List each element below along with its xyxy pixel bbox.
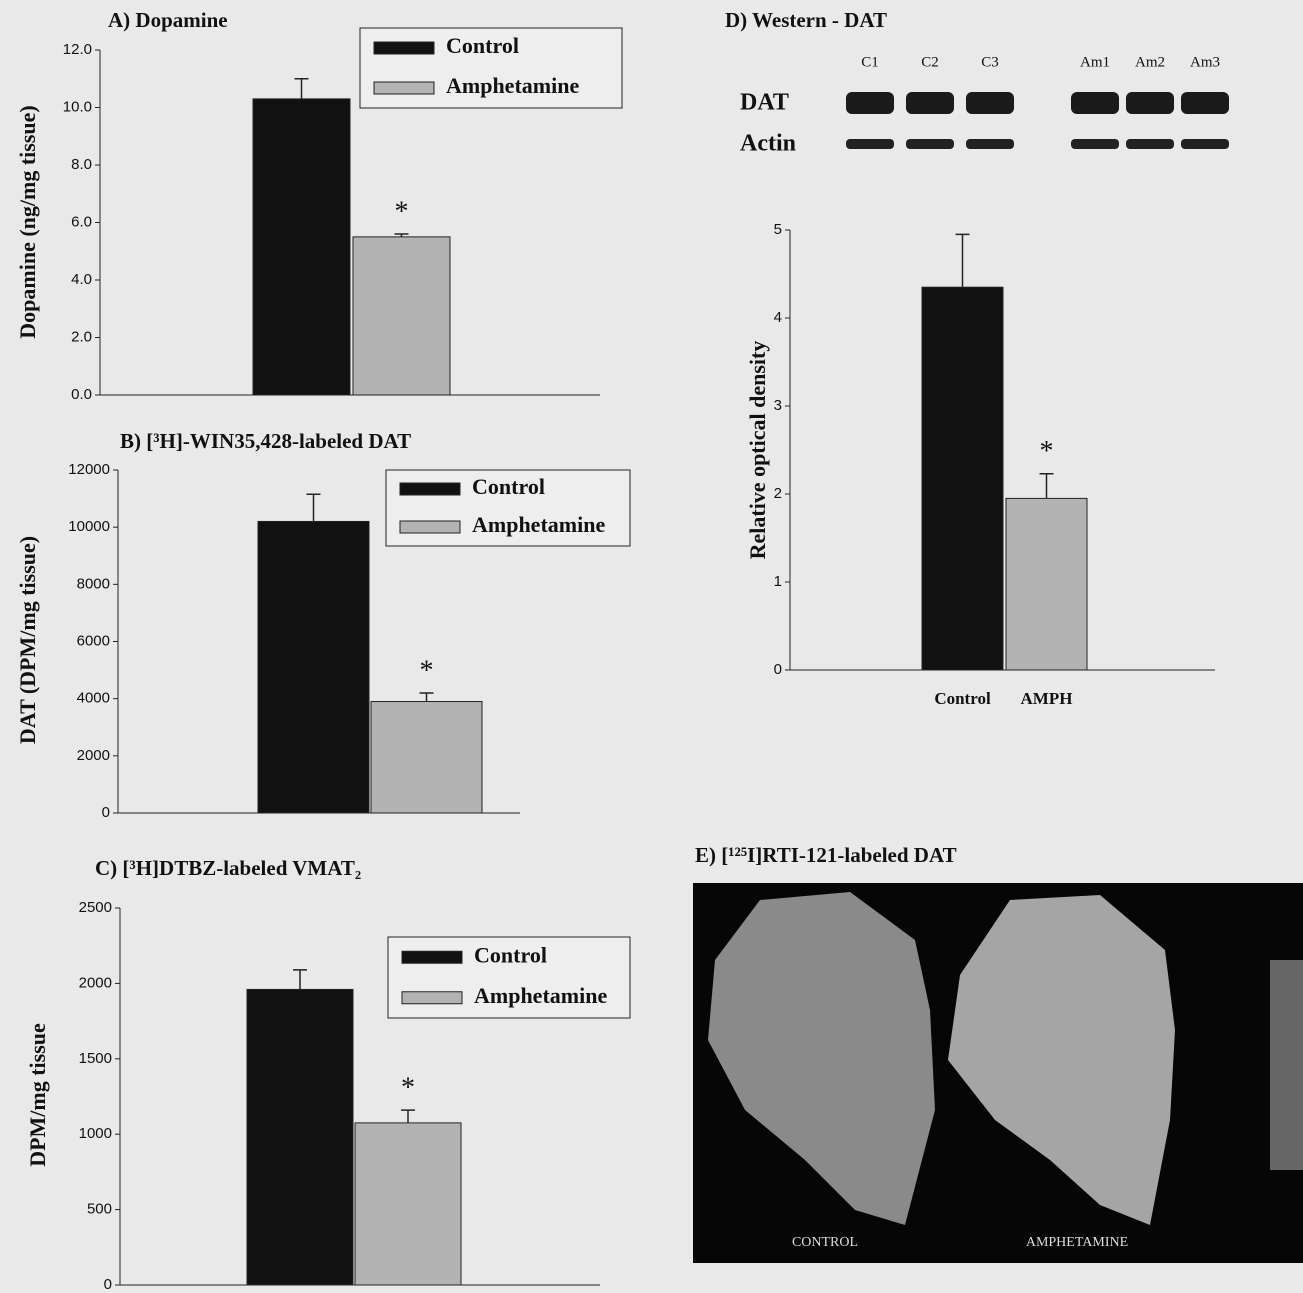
legend-swatch — [374, 42, 434, 54]
band — [906, 92, 954, 114]
image-label: AMPHETAMINE — [1026, 1235, 1128, 1250]
band — [1181, 92, 1229, 114]
y-axis-label: DAT (DPM/mg tissue) — [15, 536, 40, 744]
y-tick-label: 2 — [774, 485, 782, 502]
row-label: DAT — [740, 90, 789, 116]
band — [906, 139, 954, 149]
legend-label: Control — [474, 942, 547, 967]
lane-label: C3 — [981, 54, 999, 70]
band — [1126, 92, 1174, 114]
y-tick-label: 8.0 — [71, 156, 92, 173]
significance-marker: * — [1040, 436, 1054, 467]
error-bar — [293, 970, 307, 990]
y-tick-label: 1000 — [79, 1125, 112, 1142]
lane-label: Am2 — [1135, 54, 1165, 70]
y-tick-label: 2000 — [77, 747, 110, 764]
y-tick-label: 8000 — [77, 575, 110, 592]
y-tick-label: 0.0 — [71, 386, 92, 403]
error-bar — [307, 494, 321, 521]
lane-label: Am3 — [1190, 54, 1220, 70]
row-label: Actin — [740, 131, 796, 157]
y-tick-label: 1 — [774, 573, 782, 590]
y-tick-label: 4 — [774, 309, 782, 326]
bar — [355, 1123, 461, 1285]
legend-label: Amphetamine — [474, 983, 607, 1008]
x-tick-label: Control — [934, 689, 991, 708]
significance-marker: * — [401, 1072, 415, 1103]
band — [1181, 139, 1229, 149]
panel-title: E) [¹²⁵I]RTI-121-labeled DAT — [695, 843, 957, 867]
panel-title: D) Western - DAT — [725, 8, 887, 32]
band — [966, 139, 1014, 149]
error-bar — [956, 234, 970, 287]
band — [846, 92, 894, 114]
y-tick-label: 6.0 — [71, 213, 92, 230]
legend-swatch — [402, 992, 462, 1004]
x-tick-label: AMPH — [1021, 689, 1073, 708]
y-tick-label: 2000 — [79, 974, 112, 991]
band — [1126, 139, 1174, 149]
y-tick-label: 4000 — [77, 690, 110, 707]
legend-label: Amphetamine — [446, 73, 579, 98]
y-tick-label: 12000 — [68, 461, 110, 478]
bar — [253, 99, 350, 395]
y-tick-label: 2.0 — [71, 328, 92, 345]
significance-marker: * — [420, 655, 434, 686]
y-tick-label: 1500 — [79, 1050, 112, 1067]
scale-strip — [1270, 960, 1303, 1170]
y-tick-label: 0 — [774, 661, 782, 678]
band — [846, 139, 894, 149]
y-tick-label: 6000 — [77, 632, 110, 649]
bar — [371, 702, 482, 813]
legend-swatch — [402, 951, 462, 963]
error-bar — [420, 693, 434, 702]
panel-title: C) [³H]DTBZ-labeled VMAT₂ — [95, 856, 361, 880]
legend-label: Amphetamine — [472, 512, 605, 537]
band — [1071, 139, 1119, 149]
image-label: CONTROL — [792, 1235, 858, 1250]
legend-swatch — [400, 521, 460, 533]
band — [1071, 92, 1119, 114]
panel-title: B) [³H]-WIN35,428-labeled DAT — [120, 429, 411, 453]
y-tick-label: 5 — [774, 221, 782, 238]
y-axis-label: Relative optical density — [745, 341, 770, 560]
y-tick-label: 2500 — [79, 899, 112, 916]
lane-label: Am1 — [1080, 54, 1110, 70]
y-tick-label: 10000 — [68, 518, 110, 535]
y-axis-label: DPM/mg tissue — [25, 1023, 50, 1167]
error-bar — [295, 79, 309, 99]
figure: E) [¹²⁵I]RTI-121-labeled DAT CONTROL AMP… — [0, 0, 1303, 1293]
bar — [922, 287, 1003, 670]
y-axis-label: Dopamine (ng/mg tissue) — [15, 105, 40, 338]
legend-label: Control — [472, 474, 545, 499]
legend-swatch — [400, 483, 460, 495]
y-tick-label: 0 — [104, 1276, 112, 1293]
y-tick-label: 4.0 — [71, 271, 92, 288]
significance-marker: * — [395, 196, 409, 227]
legend-label: Control — [446, 33, 519, 58]
y-tick-label: 0 — [102, 804, 110, 821]
y-tick-label: 3 — [774, 397, 782, 414]
y-tick-label: 10.0 — [63, 98, 92, 115]
bar — [1006, 498, 1087, 670]
lane-label: C2 — [921, 54, 939, 70]
bar — [247, 989, 353, 1285]
bar — [353, 237, 450, 395]
legend-swatch — [374, 82, 434, 94]
band — [966, 92, 1014, 114]
error-bar — [1040, 474, 1054, 499]
y-tick-label: 500 — [87, 1201, 112, 1218]
panel-title: A) Dopamine — [108, 8, 228, 32]
bar — [258, 521, 369, 813]
error-bar — [401, 1110, 415, 1123]
y-tick-label: 12.0 — [63, 41, 92, 58]
lane-label: C1 — [861, 54, 879, 70]
